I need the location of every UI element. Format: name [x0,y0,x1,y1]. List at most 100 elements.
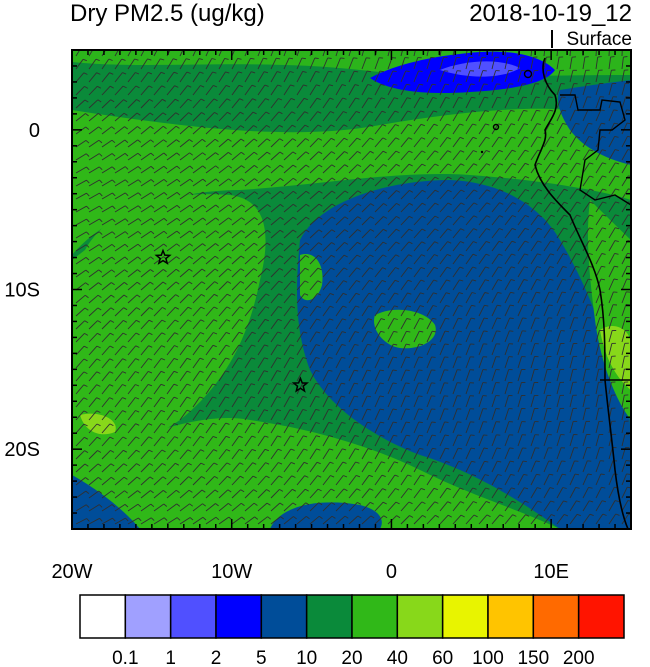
country-borders [560,94,631,206]
wind-barb [491,176,500,187]
wind-barb [127,307,137,317]
wind-barb [244,98,253,109]
wind-barb-flag [124,269,128,273]
wind-barb [192,503,203,512]
wind-barb [257,255,268,265]
wind-barb [543,189,552,200]
wind-barb-flag [614,252,619,255]
wind-barb [491,369,497,382]
wind-barb [75,269,87,278]
wind-barb [244,306,253,317]
wind-barb [569,149,577,161]
wind-barb-flag [561,460,566,462]
colorbar-label: 0.1 [112,648,138,667]
wind-barb-flag [421,202,426,206]
wind-barb [439,83,446,96]
wind-barb-flag [238,383,243,386]
wind-barb-flag [137,218,142,222]
wind-barb-flag [98,477,102,481]
wind-barb [530,189,539,200]
wind-barb-flag [289,409,294,412]
wind-barb-flag [447,136,452,140]
wind-barb [621,408,625,421]
wind-barb [517,487,525,499]
wind-barb-flag [187,306,192,310]
wind-barb-flag [354,331,359,334]
wind-barb [140,463,150,473]
wind-barb [192,319,202,330]
wind-barb [413,395,419,408]
wind-barb [283,124,293,135]
wind-barb-flag [446,110,451,113]
wind-barb-flag [137,126,141,130]
wind-barb-flag [111,256,116,261]
wind-barb-flag [458,292,464,295]
wind-barb [75,358,85,369]
wind-barb-flag [396,190,401,193]
wind-barb-flag [457,434,462,436]
wind-barb [491,253,500,265]
wind-barb [595,356,600,369]
wind-barb [101,504,113,512]
wind-barb [621,317,626,330]
wind-barb [101,218,113,226]
wind-barb-flag [162,281,167,285]
wind-barb [517,460,524,473]
wind-barb-flag [457,343,462,345]
wind-barb-flag [202,516,207,521]
wind-barb [257,319,266,330]
wind-barb [439,70,445,83]
wind-barb [569,175,578,187]
wind-barb-flag [421,254,426,257]
wind-barb-flag [201,125,206,129]
wind-barb-flag [588,486,593,489]
wind-barb-flag [536,473,541,476]
wind-barb [127,139,138,148]
wind-barb [140,307,150,317]
wind-barb [426,70,432,83]
wind-barb-flag [433,279,438,282]
wind-barb [452,395,458,408]
wind-barb [413,292,421,304]
wind-barb [153,319,163,330]
wind-barb [595,330,600,343]
wind-barb [205,370,213,382]
wind-barb-flag [602,513,607,516]
wind-barb [348,383,355,395]
wind-barb [621,343,626,356]
wind-barb [608,57,612,70]
wind-barb [387,254,397,265]
wind-barb [205,255,216,265]
wind-barb [517,434,523,447]
wind-barb [166,178,178,187]
wind-barb-flag [483,330,488,332]
wind-barb-flag [523,279,528,281]
wind-barb [387,110,396,122]
wind-barb [296,435,304,447]
wind-barb [543,460,550,473]
wind-barb [452,382,458,395]
wind-barb-flag [327,57,332,59]
wind-barb [452,318,459,330]
wind-barb-flag [392,382,397,385]
wind-barb [231,255,242,265]
wind-barb-flag [615,201,620,204]
wind-barb-flag [238,357,243,360]
wind-barb-flag [498,240,503,244]
wind-barb-flag [356,280,361,283]
wind-barb-flag [111,139,116,144]
wind-barb-flag [522,317,527,319]
wind-barb-flag [86,166,90,171]
wind-barb-flag [343,111,348,114]
wind-barb-flag [124,166,129,170]
wind-barb [335,124,345,135]
wind-barb [192,71,201,83]
wind-barb [465,70,471,83]
wind-barb-flag [509,317,514,319]
island-bioko [523,69,533,79]
wind-barb [569,123,576,135]
wind-barb-flag [163,503,168,507]
field-20-40-notch [300,254,323,301]
wind-barb [400,501,410,512]
wind-barb-flag [535,96,540,99]
